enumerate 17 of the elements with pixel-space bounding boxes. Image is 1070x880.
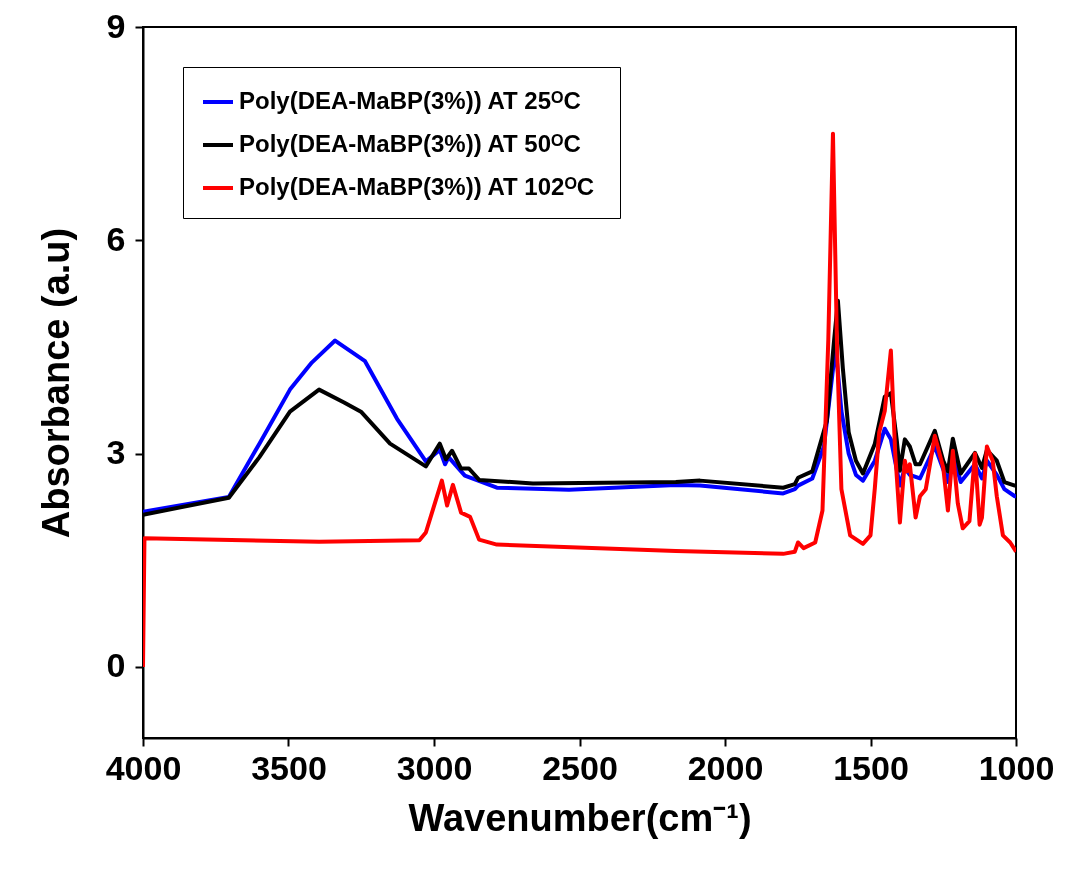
legend-label: Poly(DEA-MaBP(3%)) AT 50ᴼC	[239, 130, 581, 157]
x-axis-title: Wavenumber(cm⁻¹)	[408, 796, 752, 839]
x-tick-label: 2000	[687, 748, 764, 787]
x-tick-label: 2500	[542, 748, 618, 787]
legend-label: Poly(DEA-MaBP(3%)) AT 102ᴼC	[239, 173, 595, 200]
y-tick-label: 9	[106, 6, 126, 45]
line-series	[143, 131, 1016, 669]
x-tick-label: 1500	[833, 748, 909, 787]
x-tick-label: 3500	[251, 748, 327, 787]
x-tick-label: 1000	[978, 748, 1055, 787]
legend-label: Poly(DEA-MaBP(3%)) AT 25ᴼC	[239, 87, 581, 114]
y-axis-title: Absorbance (a.u)	[34, 227, 77, 539]
y-tick-label: 0	[106, 646, 126, 685]
x-tick-label: 3000	[396, 748, 473, 787]
y-tick-label: 3	[106, 433, 126, 472]
y-tick-label: 6	[106, 219, 126, 258]
x-tick-label: 4000	[105, 748, 182, 787]
